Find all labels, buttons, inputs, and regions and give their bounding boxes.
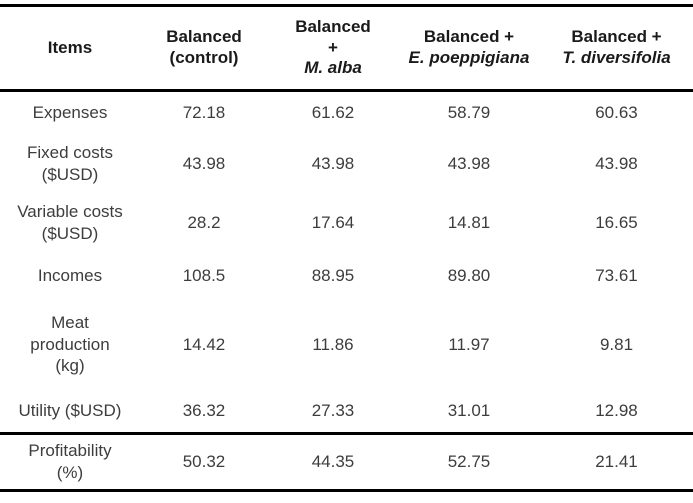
- row-label-line: Meat: [51, 312, 89, 332]
- table-row-meat-production: Meat production (kg) 14.42 11.86 11.97 9…: [0, 299, 693, 391]
- row-label-line: (kg): [55, 356, 85, 376]
- header-line: Items: [47, 37, 93, 57]
- row-label-line: Expenses: [32, 103, 108, 123]
- cell-value: 9.81: [599, 334, 634, 354]
- col-header-balanced-t-diversifolia: Balanced + T. diversifolia: [540, 6, 693, 91]
- row-label: Variable costs ($USD): [0, 193, 140, 253]
- cell-value: 12.98: [595, 401, 638, 421]
- table-row-incomes: Incomes 108.5 88.95 89.80 73.61: [0, 253, 693, 299]
- cell-value: 44.35: [311, 452, 355, 472]
- cell-value: 43.98: [311, 153, 355, 173]
- cell-value: 88.95: [311, 265, 355, 285]
- cell-value: 11.97: [448, 334, 490, 354]
- cell-value: 61.62: [311, 103, 355, 123]
- header-line-species: M. alba: [304, 58, 362, 78]
- cell-value: 43.98: [595, 153, 638, 173]
- header-line-species: T. diversifolia: [562, 48, 671, 67]
- header-line: Balanced +: [571, 27, 662, 47]
- cell-value: 14.81: [447, 212, 491, 232]
- col-header-balanced-control: Balanced (control): [140, 6, 268, 91]
- row-label-line: (%): [56, 463, 84, 482]
- header-line: Balanced: [166, 27, 242, 47]
- row-label-line: Variable costs: [17, 201, 123, 221]
- cell-value: 52.75: [447, 452, 491, 472]
- table-container: Items Balanced (control) Balanced + M. a…: [0, 4, 693, 492]
- cell-value: 108.5: [182, 265, 226, 285]
- row-label-line: Fixed costs: [27, 142, 113, 162]
- header-line: +: [328, 37, 338, 57]
- cell-value: 28.2: [187, 212, 221, 232]
- row-label: Profitability (%): [0, 434, 140, 491]
- row-label-line: Profitability: [28, 441, 112, 461]
- table-row-variable-costs: Variable costs ($USD) 28.2 17.64 14.81 1…: [0, 193, 693, 253]
- col-header-balanced-m-alba: Balanced + M. alba: [268, 6, 398, 91]
- row-label: Utility ($USD): [0, 391, 140, 434]
- cell-value: 27.33: [311, 401, 355, 421]
- header-row: Items Balanced (control) Balanced + M. a…: [0, 6, 693, 91]
- table-row-profitability: Profitability (%) 50.32 44.35 52.75 21.4…: [0, 434, 693, 491]
- cell-value: 31.01: [447, 401, 491, 421]
- cell-value: 36.32: [182, 401, 226, 421]
- header-line: Balanced +: [423, 27, 515, 47]
- table-row-utility: Utility ($USD) 36.32 27.33 31.01 12.98: [0, 391, 693, 434]
- cell-value: 89.80: [447, 265, 491, 285]
- col-header-items: Items: [0, 6, 140, 91]
- row-label-line: Utility ($USD): [18, 401, 122, 421]
- row-label-line: production: [30, 334, 110, 354]
- cell-value: 50.32: [182, 452, 226, 472]
- row-label: Expenses: [0, 91, 140, 135]
- cell-value: 17.64: [311, 212, 355, 232]
- table-row-fixed-costs: Fixed costs ($USD) 43.98 43.98 43.98 43.…: [0, 135, 693, 193]
- row-label: Meat production (kg): [0, 299, 140, 391]
- cell-value: 58.79: [447, 103, 491, 123]
- table-row-expenses: Expenses 72.18 61.62 58.79 60.63: [0, 91, 693, 135]
- row-label-line: Incomes: [37, 265, 103, 285]
- cell-value: 43.98: [182, 153, 226, 173]
- row-label-line: ($USD): [41, 164, 99, 184]
- cell-value: 21.41: [595, 452, 638, 472]
- row-label: Incomes: [0, 253, 140, 299]
- row-label-line: ($USD): [41, 223, 99, 243]
- header-line-species: E. poeppigiana: [408, 48, 530, 67]
- cell-value: 14.42: [182, 334, 226, 354]
- header-line: (control): [169, 48, 239, 67]
- cell-value: 43.98: [447, 153, 491, 173]
- header-line: Balanced: [295, 16, 371, 36]
- cell-value: 60.63: [595, 103, 638, 123]
- cell-value: 73.61: [595, 265, 638, 285]
- cell-value: 16.65: [595, 212, 638, 232]
- cell-value: 72.18: [182, 103, 226, 123]
- col-header-balanced-e-poeppigiana: Balanced + E. poeppigiana: [398, 6, 540, 91]
- economic-analysis-table: Items Balanced (control) Balanced + M. a…: [0, 4, 693, 492]
- row-label: Fixed costs ($USD): [0, 135, 140, 193]
- cell-value: 11.86: [312, 334, 354, 354]
